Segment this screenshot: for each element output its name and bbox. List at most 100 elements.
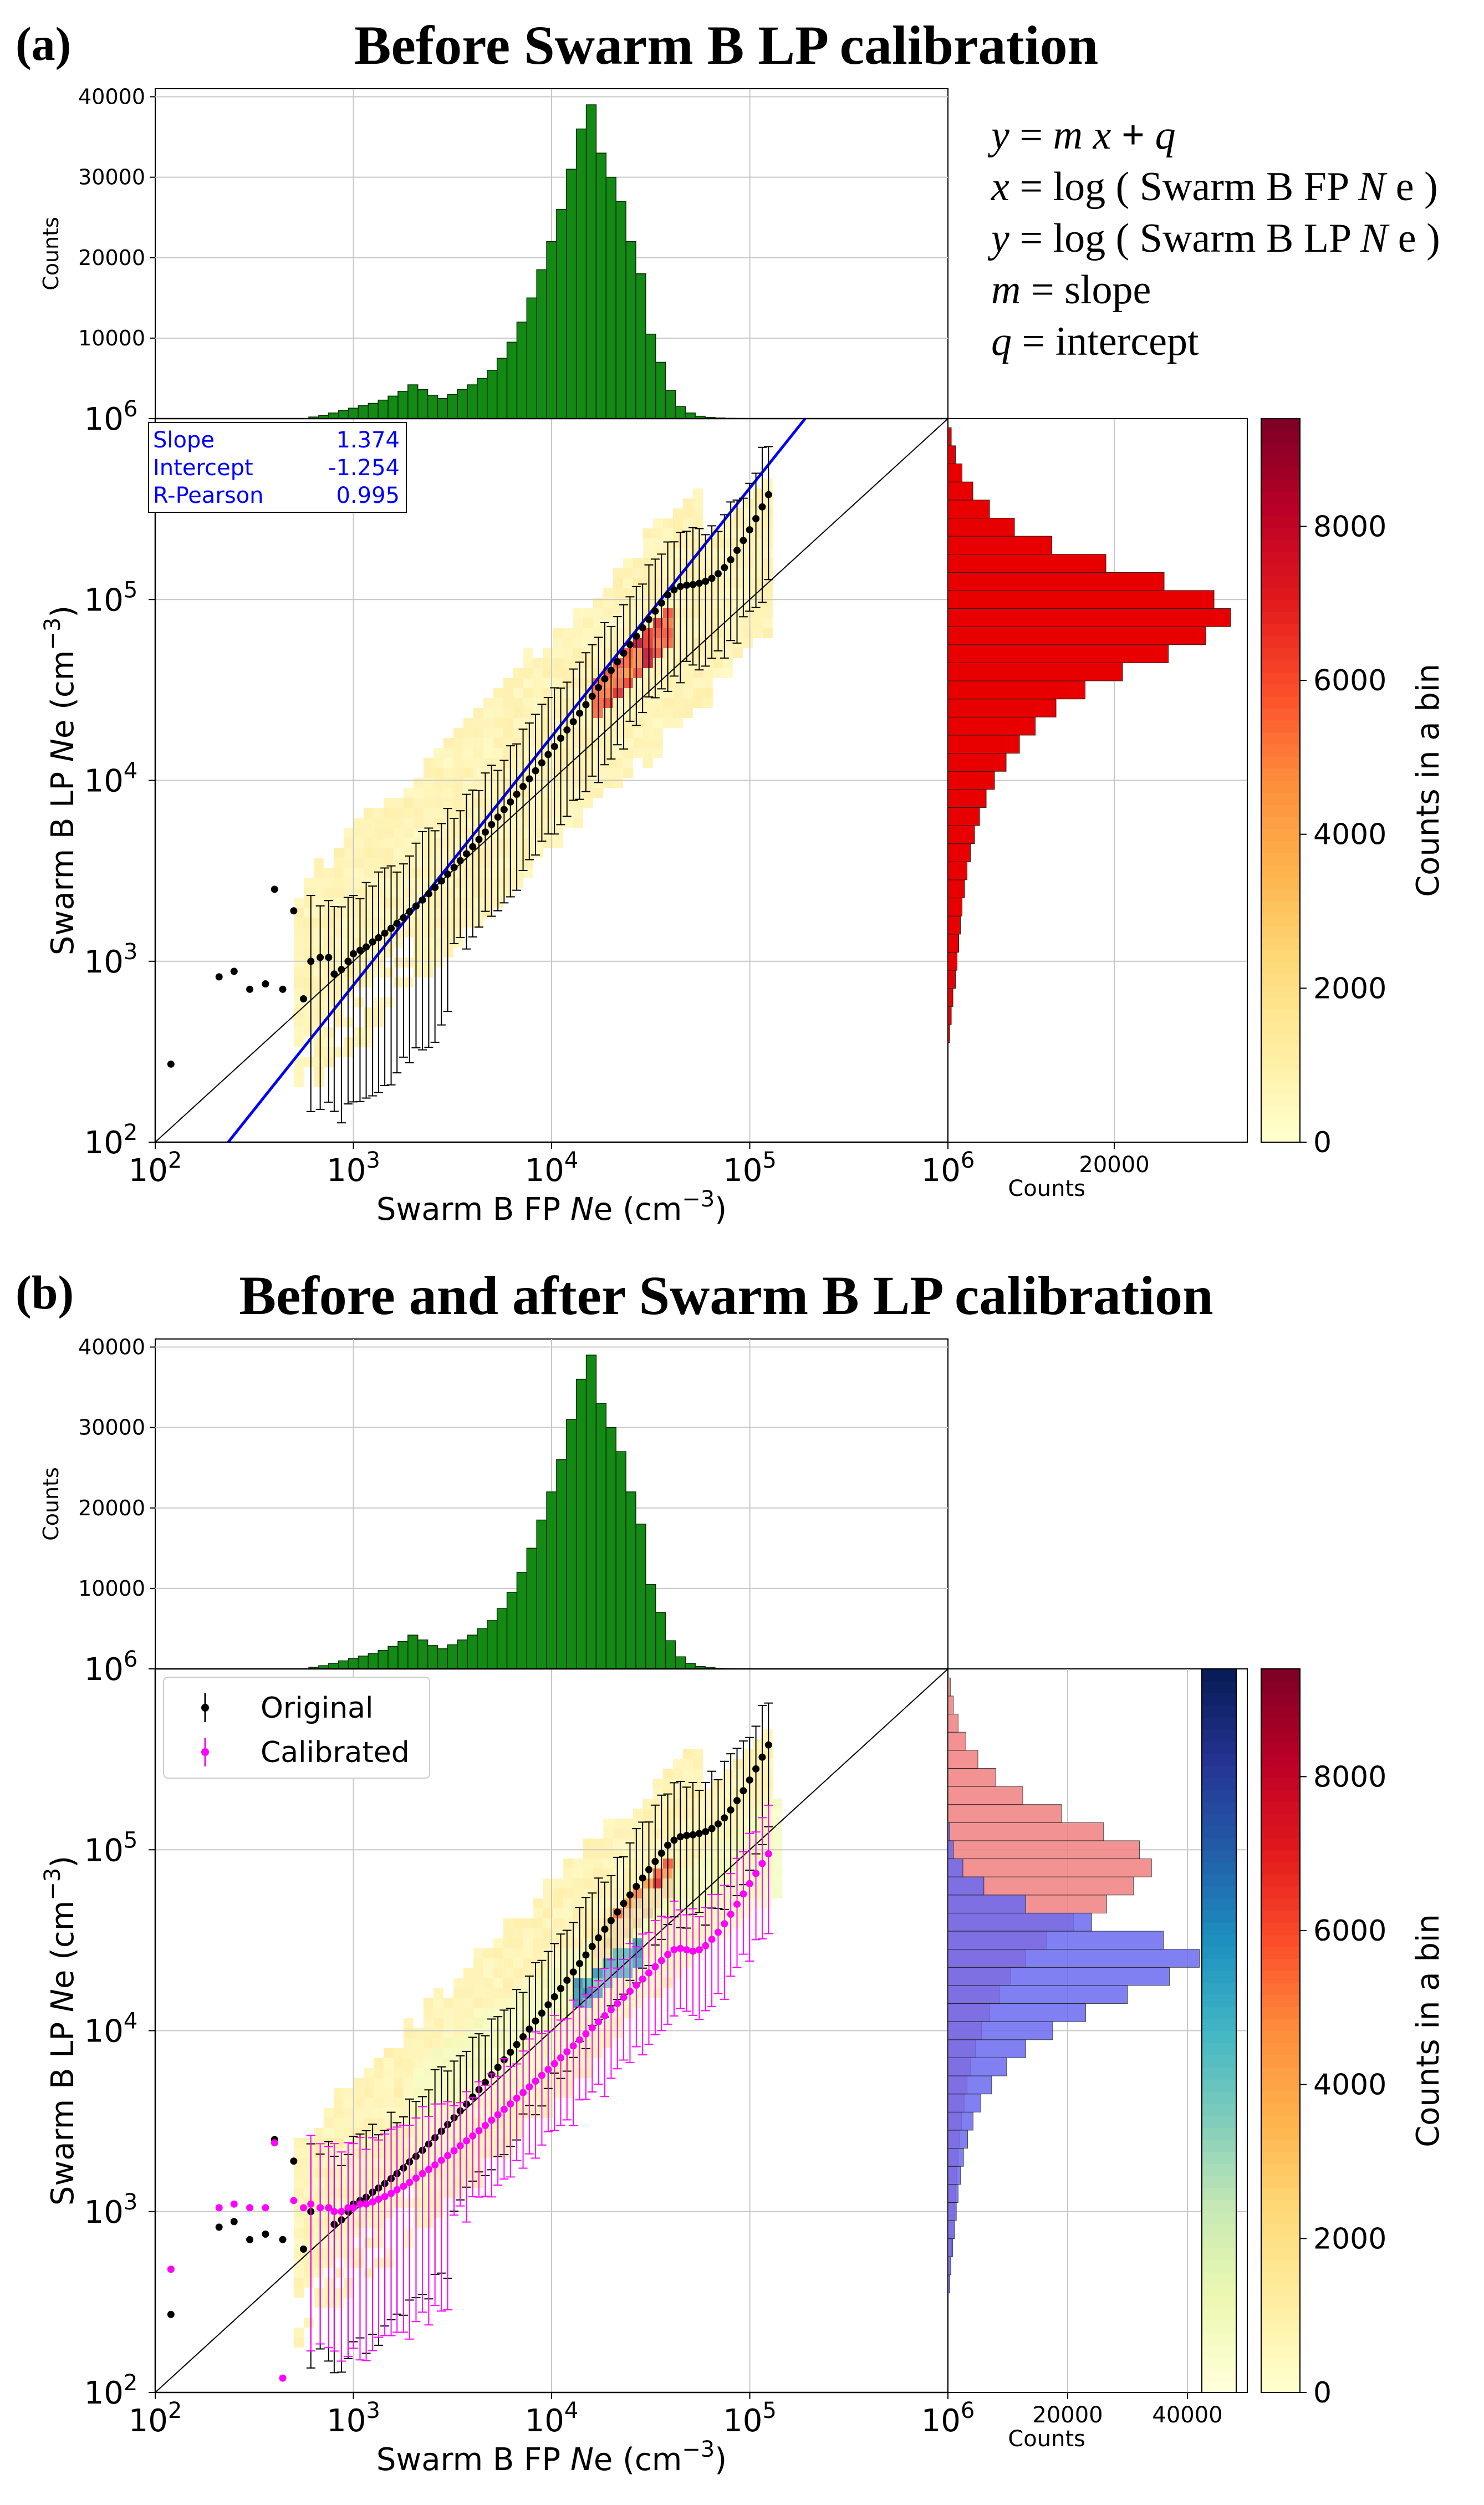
label-part: 4: [564, 1148, 578, 1173]
heatmap-cell: [603, 588, 613, 598]
data-point: [620, 649, 628, 657]
colorbar-segment: [1261, 2380, 1300, 2393]
heatmap-cell: [443, 858, 453, 868]
heatmap-cell: [453, 828, 463, 838]
data-point: [469, 843, 477, 851]
heatmap-cell: [343, 888, 354, 898]
heatmap-cell: [313, 1077, 324, 1087]
heatmap-cell: [642, 1908, 653, 1918]
heatmap-cell: [383, 2098, 394, 2108]
heatmap-cell: [513, 2018, 523, 2028]
data-point: [633, 1882, 640, 1890]
heatmap-cell: [642, 678, 653, 688]
data-point: [538, 2071, 545, 2079]
data-point: [576, 1959, 584, 1967]
right-hist-bar: [947, 2039, 1026, 2058]
heatmap-cell: [463, 2008, 473, 2018]
heatmap-cell: [543, 1878, 553, 1888]
heatmap-cell: [642, 628, 653, 638]
heatmap-cell: [513, 828, 523, 838]
heatmap-cell: [583, 2048, 593, 2058]
colorbar-segment: [1202, 1910, 1236, 1923]
heatmap-cell: [353, 918, 364, 928]
heatmap-cell: [772, 1888, 783, 1898]
heatmap-cell: [443, 768, 453, 778]
data-point: [758, 1753, 766, 1761]
heatmap-cell: [623, 1839, 633, 1849]
heatmap-cell: [633, 658, 643, 668]
colorbar-segment: [1261, 816, 1300, 829]
label-part: 2: [168, 1148, 182, 1173]
colorbar-segment: [1202, 2103, 1236, 2116]
heatmap-cell: [503, 1948, 513, 1958]
colorbar-tick-label: 0: [1313, 1126, 1332, 1159]
heatmap-cell: [613, 1868, 623, 1878]
data-point: [246, 2204, 254, 2212]
heatmap-cell: [633, 1918, 643, 1928]
heatmap-cell: [453, 918, 463, 928]
right-hist-bar: [947, 1840, 1140, 1860]
heatmap-cell: [353, 938, 364, 948]
heatmap-cell: [473, 2028, 483, 2038]
x-axis-label: Swarm B FP Ne (cm−3): [376, 2437, 727, 2478]
label-part: 10: [723, 2403, 762, 2439]
colorbar-segment: [1261, 1837, 1300, 1851]
colorbar: [1201, 1668, 1237, 2393]
top-hist-ylabel: Counts: [39, 1467, 63, 1541]
data-point: [475, 836, 483, 843]
heatmap-cell: [513, 1948, 523, 1958]
x-tick-label: 103: [327, 2398, 380, 2439]
heatmap-cell: [623, 708, 633, 718]
heatmap-cell: [313, 977, 324, 987]
colorbar-segment: [1202, 2223, 1236, 2237]
data-point: [513, 791, 521, 798]
heatmap-cell: [702, 1878, 713, 1888]
colorbar-segment: [1261, 1130, 1300, 1143]
heatmap-cell: [333, 977, 344, 987]
data-point: [519, 2089, 527, 2096]
heatmap-cell: [443, 918, 453, 928]
heatmap-cell: [443, 908, 453, 918]
heatmap-cell: [423, 2008, 434, 2018]
colorbar-segment: [1261, 1982, 1300, 1995]
label-part: 10: [84, 401, 124, 437]
heatmap-cell: [633, 708, 643, 718]
heatmap-cell: [523, 1998, 533, 2008]
heatmap-cell: [642, 698, 653, 708]
heatmap-cell: [293, 938, 304, 948]
right-hist-xlabel: Counts: [1008, 2426, 1085, 2452]
heatmap-cell: [293, 2338, 304, 2348]
heatmap-cell: [682, 1859, 693, 1868]
heatmap-cell: [513, 1958, 523, 1968]
equation-line: q = intercept: [991, 319, 1199, 364]
data-point: [626, 1891, 634, 1899]
colorbar-segment: [1261, 2236, 1300, 2248]
data-point: [544, 2001, 552, 2009]
y-tick-label: 105: [84, 1827, 138, 1868]
heatmap-cell: [483, 708, 493, 718]
heatmap-cell: [672, 508, 683, 518]
data-point: [344, 2204, 352, 2212]
heatmap-cell: [692, 558, 703, 568]
data-point: [431, 2161, 439, 2169]
heatmap-cell: [343, 848, 354, 858]
heatmap-cell: [293, 1077, 304, 1087]
heatmap-cell: [553, 828, 563, 838]
heatmap-cell: [553, 638, 563, 648]
heatmap-cell: [353, 858, 364, 868]
data-point: [469, 2132, 477, 2140]
data-point: [758, 503, 766, 511]
heatmap-cell: [393, 958, 404, 968]
right-hist-bar: [947, 1859, 963, 1877]
data-point: [279, 2374, 287, 2382]
heatmap-cell: [642, 1958, 653, 1968]
heatmap-cell: [403, 2128, 414, 2138]
heatmap-cell: [363, 2068, 374, 2078]
data-point: [425, 890, 432, 898]
heatmap-cell: [772, 1868, 783, 1878]
heatmap-cell: [353, 2108, 364, 2118]
heatmap-cell: [742, 638, 753, 648]
data-point: [532, 2017, 539, 2025]
